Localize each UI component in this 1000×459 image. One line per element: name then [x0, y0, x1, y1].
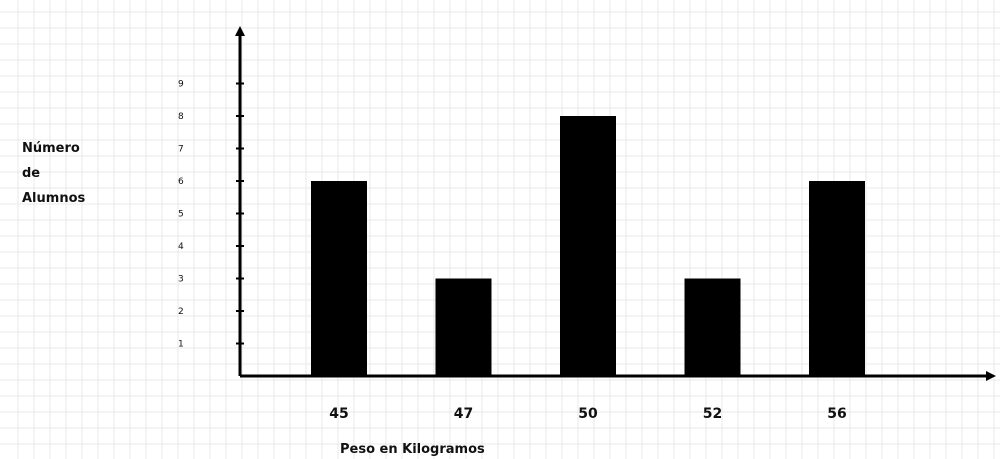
y-axis-title-line-3: Alumnos	[22, 191, 86, 206]
x-axis-title: Peso en Kilogramos	[340, 442, 485, 457]
x-tick-label: 45	[329, 406, 348, 422]
y-tick-label: 4	[178, 242, 184, 252]
bar-52	[684, 278, 741, 376]
y-axis-title-line-2: de	[22, 166, 40, 181]
y-tick-label: 7	[178, 145, 184, 155]
axes	[235, 26, 996, 381]
y-tick-label: 3	[178, 275, 184, 285]
bar-45	[311, 181, 367, 376]
x-tick-label: 56	[827, 406, 846, 422]
y-tick-label: 2	[178, 307, 184, 317]
bar-56	[809, 181, 865, 376]
y-axis-title-line-1: Número	[22, 141, 80, 156]
y-tick-label: 8	[178, 112, 184, 122]
y-tick-label: 6	[178, 177, 184, 187]
y-tick-label: 9	[178, 80, 184, 90]
x-tick-label: 47	[454, 406, 473, 422]
y-ticks: 1 2 3 4 5 6 7 8 9	[178, 80, 244, 350]
x-tick-label: 52	[703, 406, 722, 422]
y-axis-arrow	[235, 26, 245, 36]
y-tick-label: 1	[178, 340, 184, 350]
bar-50	[560, 116, 616, 376]
bars	[311, 116, 865, 376]
x-axis-arrow	[986, 371, 996, 381]
bar-47	[435, 278, 492, 376]
x-tick-label: 50	[578, 406, 598, 422]
y-tick-label: 5	[178, 210, 184, 220]
x-ticks: 45 47 50 52 56	[329, 406, 846, 422]
